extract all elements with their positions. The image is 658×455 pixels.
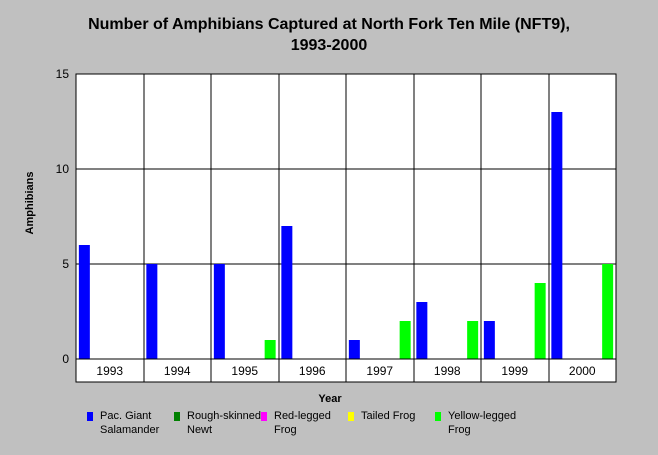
legend-label-line-2: Newt: [187, 424, 213, 436]
legend-label-line-1: Red-legged: [274, 410, 331, 422]
legend-swatch: [174, 412, 180, 421]
y-tick-label: 15: [56, 67, 70, 81]
legend-swatch: [435, 412, 441, 421]
x-tick-label: 1997: [366, 364, 393, 378]
y-tick-label: 5: [62, 257, 69, 271]
legend-label: Tailed Frog: [361, 409, 451, 423]
chart-title-line-1: Number of Amphibians Captured at North F…: [88, 16, 570, 33]
x-category-strip: 1993 1994 1995 1996 1997 1998 1999 2000: [75, 358, 617, 383]
chart-title: Number of Amphibians Captured at North F…: [0, 14, 658, 56]
legend-label-line-2: Frog: [448, 424, 471, 436]
legend-label-line-1: Tailed Frog: [361, 410, 416, 422]
bar: [281, 226, 293, 359]
legend-label: Red-legged Frog: [274, 409, 364, 437]
bar: [467, 321, 479, 359]
legend: Pac. Giant Salamander Rough-skinned Newt Red…: [0, 409, 658, 449]
legend-label: Yellow-legged Frog: [448, 409, 538, 437]
bar: [602, 264, 614, 359]
legend-swatch: [87, 412, 93, 421]
x-tick-label: 1996: [299, 364, 326, 378]
legend-swatch: [348, 412, 354, 421]
bar-layer: [78, 112, 614, 359]
bar: [348, 340, 360, 359]
bar: [146, 264, 158, 359]
bar: [399, 321, 411, 359]
y-tick-label: 0: [62, 352, 69, 366]
legend-label-line-1: Rough-skinned: [187, 410, 261, 422]
chart-title-line-2: 1993-2000: [290, 37, 368, 54]
legend-label-line-2: Salamander: [100, 424, 160, 436]
legend-swatch: [261, 412, 267, 421]
bar: [416, 302, 428, 359]
bar: [551, 112, 563, 359]
grid-layer: [76, 73, 616, 382]
bar: [264, 340, 276, 359]
y-axis-label: Amphibians: [24, 172, 36, 235]
x-tick-label: 1993: [96, 364, 123, 378]
x-tick-label: 1994: [164, 364, 191, 378]
bar: [534, 283, 546, 359]
legend-label-line-2: Frog: [274, 424, 297, 436]
y-tick-labels: 0 5 10 15: [56, 67, 70, 366]
legend-label-line-1: Pac. Giant: [100, 410, 152, 422]
bar: [213, 264, 225, 359]
x-axis-label: Year: [318, 393, 342, 405]
y-tick-label: 10: [56, 162, 70, 176]
bar: [78, 245, 90, 359]
x-tick-label: 1999: [501, 364, 528, 378]
legend-label: Pac. Giant Salamander: [100, 409, 190, 437]
legend-label: Rough-skinned Newt: [187, 409, 277, 437]
x-tick-label: 2000: [569, 364, 596, 378]
x-tick-label: 1995: [231, 364, 258, 378]
legend-label-line-1: Yellow-legged: [448, 410, 517, 422]
bar: [483, 321, 495, 359]
x-tick-label: 1998: [434, 364, 461, 378]
